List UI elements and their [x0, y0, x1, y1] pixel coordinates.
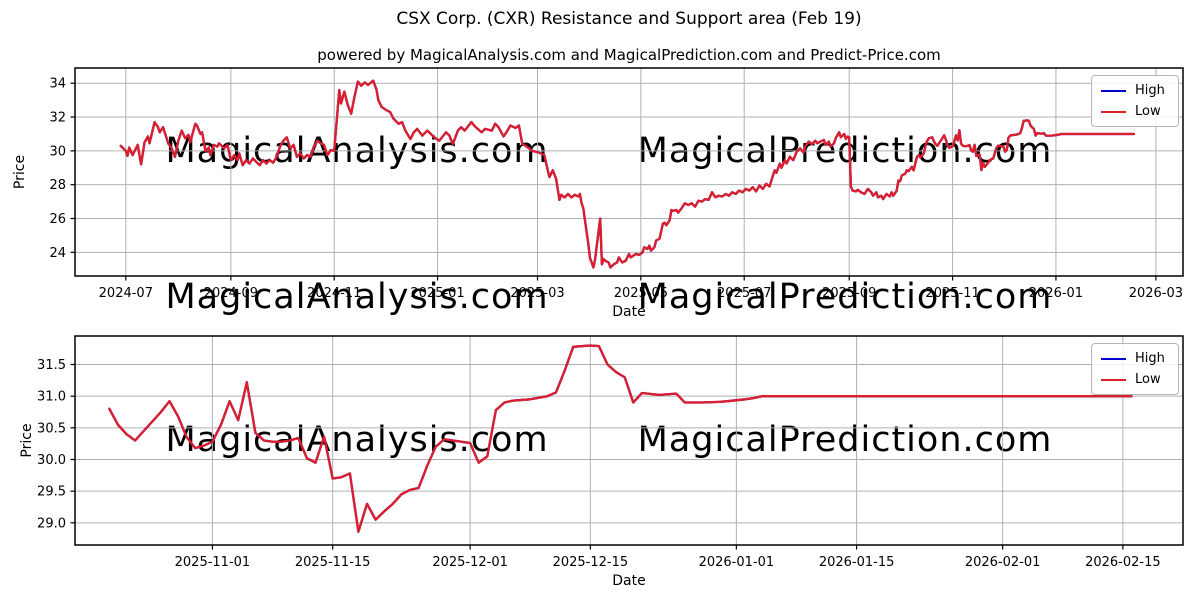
svg-text:Date: Date: [612, 304, 645, 320]
top-price-chart: 2024-07 2024-09 2024-11 2025-01 2025-03 2025-…: [12, 67, 1184, 320]
svg-text:2026-03: 2026-03: [1129, 286, 1183, 301]
svg-text:2025-03: 2025-03: [510, 286, 564, 301]
legend-entry-high: High: [1101, 352, 1170, 365]
svg-text:2026-02-15: 2026-02-15: [1085, 555, 1161, 570]
series-low: [108, 344, 1133, 533]
svg-text:Price: Price: [19, 423, 35, 457]
svg-text:2025-01: 2025-01: [410, 286, 464, 301]
legend-top-chart: High Low: [1091, 75, 1179, 127]
legend-label-low: Low: [1135, 104, 1161, 119]
svg-text:31.5: 31.5: [37, 358, 66, 373]
legend-entry-high: High: [1101, 84, 1170, 97]
svg-text:2025-07: 2025-07: [717, 286, 771, 301]
bottom-price-chart: 2025-11-01 2025-11-15 2025-12-01 2025-12-15…: [19, 335, 1184, 589]
svg-text:30: 30: [49, 144, 66, 159]
svg-text:30.0: 30.0: [37, 453, 66, 468]
figure-subtitle: powered by MagicalAnalysis.com and Magic…: [317, 46, 941, 64]
svg-text:2025-11-15: 2025-11-15: [295, 555, 371, 570]
svg-text:MagicalPrediction.com: MagicalPrediction.com: [638, 420, 1053, 460]
svg-text:26: 26: [49, 212, 66, 227]
svg-text:2025-11-01: 2025-11-01: [175, 555, 251, 570]
legend-entry-low: Low: [1101, 105, 1170, 118]
figure-title: CSX Corp. (CXR) Resistance and Support a…: [396, 9, 862, 29]
svg-text:2026-01-01: 2026-01-01: [699, 555, 775, 570]
svg-text:28: 28: [49, 178, 66, 193]
svg-text:MagicalPrediction.com: MagicalPrediction.com: [638, 277, 1053, 317]
svg-text:2025-09: 2025-09: [822, 286, 876, 301]
legend-label-high: High: [1135, 351, 1165, 366]
svg-text:2024-11: 2024-11: [307, 286, 361, 301]
low-line-swatch: [1101, 110, 1126, 113]
svg-text:MagicalAnalysis.com: MagicalAnalysis.com: [165, 277, 548, 317]
low-line-swatch: [1101, 378, 1126, 381]
series-low: [119, 79, 1136, 269]
svg-text:2025-12-01: 2025-12-01: [432, 555, 508, 570]
svg-text:2026-01-15: 2026-01-15: [819, 555, 895, 570]
svg-text:29.5: 29.5: [37, 485, 66, 500]
high-line-swatch: [1101, 89, 1126, 92]
legend-label-high: High: [1135, 83, 1165, 98]
svg-text:2025-12-15: 2025-12-15: [553, 555, 629, 570]
svg-text:29.0: 29.0: [37, 516, 66, 531]
svg-text:2026-01: 2026-01: [1029, 286, 1083, 301]
svg-text:2024-07: 2024-07: [99, 286, 153, 301]
series-high: [119, 79, 1136, 269]
svg-text:31.0: 31.0: [37, 390, 66, 405]
legend-bottom-chart: High Low: [1091, 343, 1179, 395]
svg-text:34: 34: [49, 77, 66, 92]
svg-text:Price: Price: [12, 155, 28, 189]
svg-text:2025-05: 2025-05: [614, 286, 668, 301]
svg-text:Date: Date: [612, 573, 645, 589]
high-line-swatch: [1101, 357, 1126, 360]
legend-label-low: Low: [1135, 372, 1161, 387]
svg-text:30.5: 30.5: [37, 421, 66, 436]
svg-text:2025-11: 2025-11: [925, 286, 979, 301]
svg-text:2024-09: 2024-09: [204, 286, 258, 301]
legend-entry-low: Low: [1101, 373, 1170, 386]
svg-text:MagicalAnalysis.com: MagicalAnalysis.com: [165, 420, 548, 460]
svg-text:2026-02-01: 2026-02-01: [965, 555, 1041, 570]
svg-text:32: 32: [49, 111, 66, 126]
svg-text:24: 24: [49, 246, 66, 261]
